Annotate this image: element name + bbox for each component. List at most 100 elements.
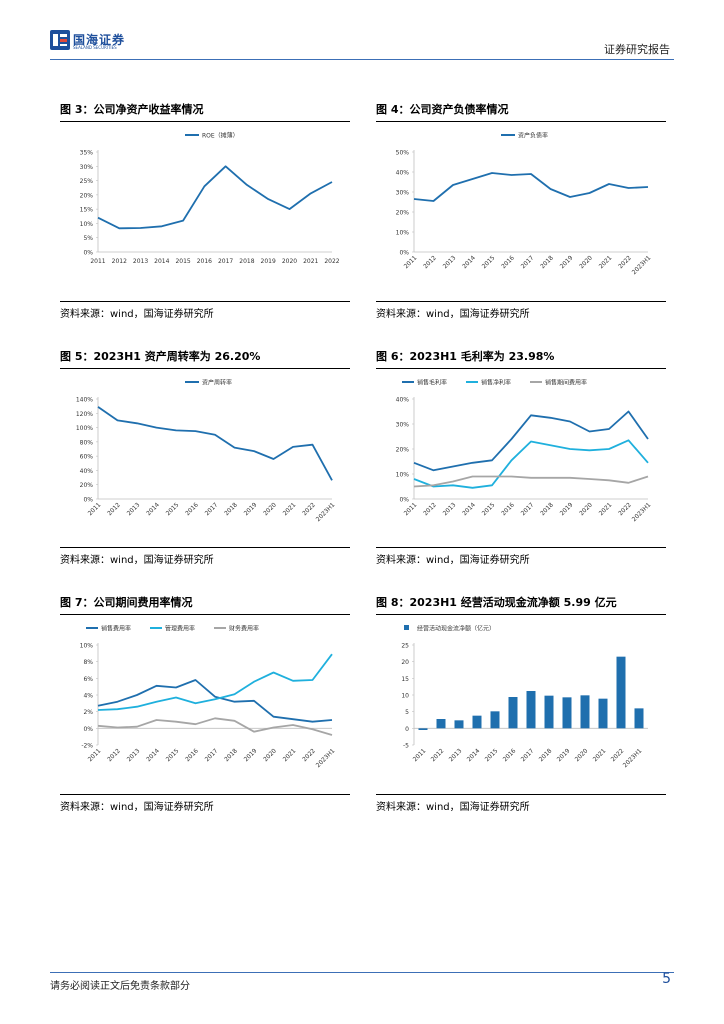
figure-6-margin-chart: 0%10%20%30%40%2011 2012 2013 2014 2015 2016 20… — [396, 379, 653, 524]
x-tick-label: 2018 — [539, 501, 555, 517]
figure-8-source: 资料来源：wind，国海证券研究所 — [376, 802, 530, 813]
series-line — [97, 653, 333, 711]
y-tick-label: 10 — [401, 693, 409, 700]
x-tick-label: 2015 — [175, 258, 190, 265]
figure-7-expense-ratio-chart: -2% 0% 2% 4% 6% 8% 10% 2011 2012 2013 2014 2015 2016… — [80, 625, 337, 770]
footer-divider — [50, 972, 674, 973]
y-tick-label: 20 — [401, 659, 409, 666]
x-tick-label: 2016 — [502, 747, 518, 763]
figure-5-top-rule — [60, 368, 350, 369]
y-tick-label: 40% — [80, 468, 94, 475]
x-tick-label: 2016 — [197, 258, 212, 265]
legend-label: 销售毛利率 — [417, 379, 447, 387]
y-tick-label: 120% — [76, 411, 93, 418]
y-tick-label: 50% — [396, 150, 410, 157]
x-tick-label: 2013 — [126, 747, 142, 763]
y-tick-label: 0% — [399, 497, 409, 504]
y-tick-label: 0% — [83, 726, 93, 733]
legend-label: 经营活动现金流净额（亿元） — [417, 625, 495, 633]
y-tick-label: 35% — [80, 150, 94, 157]
x-tick-label: 2021 — [598, 254, 614, 270]
x-tick-label: 2015 — [484, 747, 500, 763]
x-tick-label: 2012 — [430, 747, 446, 763]
x-tick-label: 2011 — [403, 501, 419, 517]
y-tick-label: 10% — [80, 643, 94, 650]
y-tick-label: 15 — [401, 676, 409, 683]
figure-7-bottom-rule — [60, 794, 350, 795]
figure-6-title: 图 6：2023H1 毛利率为 23.98% — [376, 350, 555, 363]
bar — [418, 728, 428, 730]
series-line — [97, 717, 333, 736]
legend-label: 资产负债率 — [518, 132, 548, 140]
y-tick-label: 10% — [396, 230, 410, 237]
bar — [562, 697, 572, 729]
y-tick-label: 30% — [396, 190, 410, 197]
legend-label: 管理费用率 — [165, 625, 195, 633]
bar — [526, 691, 536, 729]
x-tick-label: 2012 — [112, 258, 127, 265]
y-tick-label: 5% — [83, 235, 93, 242]
series-line — [413, 439, 649, 489]
x-tick-label: 2013 — [442, 254, 458, 270]
x-tick-label: 2018 — [223, 747, 239, 763]
legend-label: 销售净利率 — [481, 379, 511, 387]
x-tick-label: 2022 — [301, 501, 317, 517]
x-tick-label: 2019 — [243, 747, 259, 763]
figure-4-debt-ratio-chart: 0%10%20%30%40%50%2011 2012 2013 2014 2015 201… — [396, 132, 653, 277]
y-tick-label: 25% — [80, 178, 94, 185]
x-tick-label: 2020 — [262, 747, 278, 763]
y-tick-label: -5 — [403, 743, 409, 750]
x-tick-label: 2013 — [133, 258, 148, 265]
x-tick-label: 2022 — [324, 258, 339, 265]
x-tick-label: 2020 — [578, 501, 594, 517]
y-tick-label: 40% — [396, 170, 410, 177]
series-line — [413, 410, 649, 472]
x-tick-label: 2014 — [461, 254, 477, 270]
y-tick-label: 6% — [83, 676, 93, 683]
x-tick-label: 2011 — [403, 254, 419, 270]
figure-8-top-rule — [376, 614, 666, 615]
y-tick-label: 40% — [396, 397, 410, 404]
x-tick-label: 2017 — [204, 501, 220, 517]
x-tick-label: 2017 — [520, 501, 536, 517]
figure-6-bottom-rule — [376, 547, 666, 548]
x-tick-label: 2012 — [422, 501, 438, 517]
x-tick-label: 2022 — [617, 501, 633, 517]
bar — [544, 695, 554, 729]
x-tick-label: 2011 — [90, 258, 105, 265]
figure-8-bottom-rule — [376, 794, 666, 795]
figure-5-title: 图 5：2023H1 资产周转率为 26.20% — [60, 350, 261, 363]
y-tick-label: 15% — [80, 207, 94, 214]
x-tick-label: 2017 — [218, 258, 233, 265]
y-tick-label: 100% — [76, 425, 93, 432]
x-tick-label: 2021 — [282, 501, 298, 517]
x-tick-label: 2022 — [301, 747, 317, 763]
x-tick-label: 2018 — [223, 501, 239, 517]
header-divider — [50, 59, 674, 60]
figure-5-asset-turnover-chart: 0%20%40%60%80%100%120%140%2011 2012 2013 20… — [76, 379, 337, 524]
y-tick-label: 0 — [405, 726, 409, 733]
x-tick-label: 2014 — [466, 747, 482, 763]
x-tick-label: 2016 — [184, 501, 200, 517]
y-tick-label: 60% — [80, 454, 94, 461]
x-tick-label: 2012 — [106, 501, 122, 517]
x-tick-label: 2023H1 — [315, 501, 337, 523]
x-tick-label: 2015 — [165, 501, 181, 517]
x-tick-label: 2013 — [126, 501, 142, 517]
page-header: 国海证券 SEALAND SECURITIES 证券研究报告 — [0, 0, 724, 62]
y-tick-label: 30% — [80, 164, 94, 171]
figure-3-bottom-rule — [60, 301, 350, 302]
x-tick-label: 2019 — [559, 501, 575, 517]
figure-3-roe-chart: 0% 5% 10% 15% 20% 25% 30% 35% 2011 2012 2013 2014 20… — [80, 132, 340, 266]
figure-7-source: 资料来源：wind，国海证券研究所 — [60, 802, 214, 813]
x-tick-label: 2023H1 — [631, 254, 653, 276]
figure-3-top-rule — [60, 121, 350, 122]
figure-3-title: 图 3：公司净资产收益率情况 — [60, 103, 204, 116]
x-tick-label: 2014 — [461, 501, 477, 517]
figure-7-title: 图 7：公司期间费用率情况 — [60, 596, 193, 609]
x-tick-label: 2023H1 — [631, 501, 653, 523]
figure-6-source: 资料来源：wind，国海证券研究所 — [376, 555, 530, 566]
x-tick-label: 2023H1 — [315, 747, 337, 769]
x-tick-label: 2022 — [617, 254, 633, 270]
y-tick-label: 10% — [80, 221, 94, 228]
